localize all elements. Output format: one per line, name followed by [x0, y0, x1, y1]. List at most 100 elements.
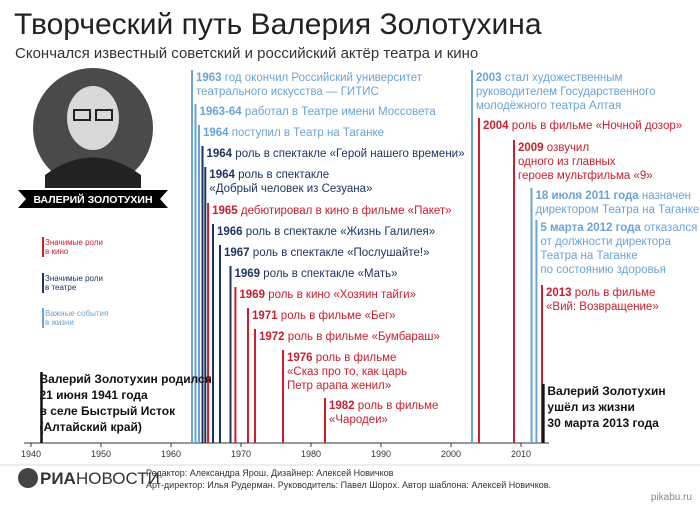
event-line-text: назначен: [642, 190, 691, 202]
event-date: 18 июля 2011 года: [536, 190, 640, 202]
subtitle: Скончался известный советский и российск…: [15, 45, 478, 62]
event-line-text: роль в фильме: [358, 400, 439, 412]
event-text: (Алтайский край): [40, 420, 142, 434]
event-text: директором Театра на Таганке: [536, 204, 700, 216]
event-text: 1963 год окончил Российский университет: [196, 72, 423, 84]
event-line-text: роль в фильме «Ночной дозор»: [512, 120, 682, 132]
event-line-text: «Вий: Возвращение»: [546, 301, 659, 313]
event-date: 1964: [209, 169, 235, 181]
x-tick-label: 1980: [301, 449, 321, 459]
portrait: [33, 68, 153, 188]
event-text: 1963-64 работал в Театре имени Моссовета: [200, 106, 437, 118]
event-text: «Чародеи»: [329, 414, 388, 426]
event-line-text: «Добрый человек из Сезуана»: [209, 183, 372, 195]
event-text: 2013 роль в фильме: [546, 287, 655, 299]
x-tick-label: 2000: [441, 449, 461, 459]
event-date: 1972: [259, 331, 285, 343]
event-text: руководителем Государственного: [476, 86, 656, 98]
event-text: 1972 роль в фильме «Бумбараш»: [259, 331, 440, 343]
event-line-text: дебютировал в кино в фильме «Пакет»: [241, 205, 452, 217]
watermark: pikabu.ru: [651, 492, 692, 503]
event-line-text: Валерий Золотухин: [547, 384, 665, 398]
event-line-text: героев мультфильма «9»: [518, 170, 653, 182]
legend-swatch: [42, 308, 44, 328]
event-date: 1969: [235, 268, 261, 280]
event-line-text: отказался: [644, 222, 697, 234]
event-line-text: от должности директора: [540, 236, 671, 248]
logo-right: НОВОСТИ: [76, 469, 160, 488]
event-text: героев мультфильма «9»: [518, 170, 653, 182]
event-line-text: год окончил Российский университет: [225, 72, 423, 84]
event-text: 1964 роль в спектакле: [209, 169, 329, 181]
legend-label: Значимые роли: [45, 274, 103, 283]
event-date: 1963: [196, 72, 222, 84]
event-line-text: озвучил: [547, 142, 589, 154]
event-text: Петр арапа женил»: [287, 380, 391, 392]
portrait-body: [45, 157, 141, 188]
event-line-text: роль в фильме: [575, 287, 656, 299]
event-text: 30 марта 2013 года: [547, 416, 659, 430]
logo-left: РИА: [40, 469, 76, 488]
event-date: 2004: [483, 120, 509, 132]
event-line-text: 30 марта 2013 года: [547, 416, 659, 430]
event-text: от должности директора: [540, 236, 671, 248]
event-text: «Вий: Возвращение»: [546, 301, 659, 313]
event-line-text: роль в спектакле: [238, 169, 329, 181]
event-line-text: роль в фильме «Бег»: [281, 310, 396, 322]
event-date: 1965: [212, 205, 238, 217]
event-text: 18 июля 2011 года назначен: [536, 190, 691, 202]
event-text: «Сказ про то, как царь: [287, 366, 407, 378]
caption-ribbon: [18, 190, 168, 208]
event-line-text: театрального искусства — ГИТИС: [196, 86, 379, 98]
legend-label: в кино: [45, 247, 69, 256]
event-text: 2009 озвучил: [518, 142, 589, 154]
event-text: 1971 роль в фильме «Бег»: [252, 310, 396, 322]
event-line-text: роль в спектакле «Герой нашего времени»: [235, 148, 464, 160]
event-text: Валерий Золотухин: [547, 384, 665, 398]
portrait-glasses: [73, 109, 91, 121]
event-date: 1967: [224, 247, 250, 259]
event-line-text: Театра на Таганке: [540, 250, 637, 262]
event-text: 1965 дебютировал в кино в фильме «Пакет»: [212, 205, 451, 217]
event-text: «Добрый человек из Сезуана»: [209, 183, 372, 195]
event-text: Театра на Таганке: [540, 250, 637, 262]
event-text: молодёжного театра Алтая: [476, 100, 621, 112]
event-text: 1976 роль в фильме: [287, 352, 396, 364]
event-line-text: «Чародеи»: [329, 414, 388, 426]
portrait-face: [67, 86, 119, 150]
portrait-glasses: [95, 109, 113, 121]
portrait-caption: ВАЛЕРИЙ ЗОЛОТУХИН: [33, 193, 152, 206]
event-line-text: по состоянию здоровья: [540, 264, 665, 276]
event-line-text: работал в Театре имени Моссовета: [245, 106, 436, 118]
x-tick-label: 1990: [371, 449, 391, 459]
event-date: 5 марта 2012 года: [540, 222, 641, 234]
legend-swatch: [42, 237, 44, 257]
event-line-text: роль в кино «Хозяин тайги»: [268, 289, 416, 301]
event-text: 1966 роль в спектакле «Жизнь Галилея»: [217, 226, 435, 238]
legend-label: Важные события: [45, 309, 108, 318]
event-date: 1966: [217, 226, 243, 238]
event-date: 2013: [546, 287, 572, 299]
x-tick-label: 1960: [161, 449, 181, 459]
event-line-text: роль в спектакле «Жизнь Галилея»: [246, 226, 435, 238]
event-line-text: директором Театра на Таганке: [536, 204, 700, 216]
legend-label: в театре: [45, 283, 77, 292]
event-text: 1982 роль в фильме: [329, 400, 438, 412]
legend-label: в жизни: [45, 318, 74, 327]
event-date: 1963-64: [200, 106, 243, 118]
event-line-text: Петр арапа женил»: [287, 380, 391, 392]
event-text: 5 марта 2012 года отказался: [540, 222, 697, 234]
event-line-text: одного из главных: [518, 156, 616, 168]
title: Творческий путь Валерия Золотухина: [14, 8, 542, 41]
x-tick-label: 1970: [231, 449, 251, 459]
x-tick-label: 1950: [91, 449, 111, 459]
event-line-text: ушёл из жизни: [547, 400, 634, 414]
event-text: 1969 роль в кино «Хозяин тайги»: [239, 289, 416, 301]
event-line-text: 21 июня 1941 года: [40, 388, 149, 402]
credits: Редактор: Александра Ярош. Дизайнер: Але…: [146, 468, 394, 478]
legend-swatch: [42, 273, 44, 293]
event-date: 2009: [518, 142, 544, 154]
event-text: театрального искусства — ГИТИС: [196, 86, 379, 98]
credits: Арт-директор: Илья Рудерман. Руководител…: [146, 480, 551, 490]
event-date: 1982: [329, 400, 355, 412]
